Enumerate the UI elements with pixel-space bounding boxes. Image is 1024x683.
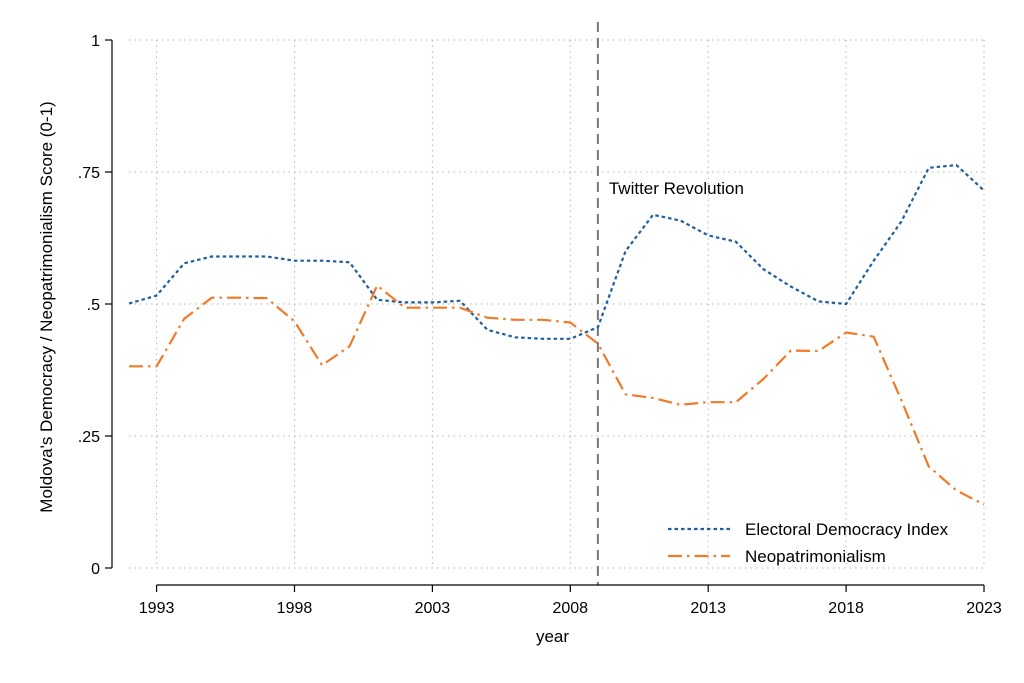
x-axis-ticks: 1993 1998 2003 2008 2013 2018 2023	[139, 585, 1002, 617]
legend-label-electoral-democracy-index: Electoral Democracy Index	[745, 520, 949, 539]
y-tick-label: 1	[91, 33, 100, 50]
series-line-electoral-democracy-index	[128, 164, 985, 340]
y-tick-label: .75	[78, 165, 100, 182]
y-tick-label: .5	[87, 297, 100, 314]
y-axis-title: Moldova's Democracy / Neopatrimonialism …	[37, 101, 56, 512]
series-lines	[128, 164, 985, 506]
x-tick-label: 2023	[966, 600, 1002, 617]
y-axis-ticks: 0 .25 .5 .75 1	[78, 33, 112, 578]
x-tick-label: 1998	[277, 600, 313, 617]
x-tick-label: 2013	[690, 600, 726, 617]
x-axis-title: year	[536, 627, 569, 646]
legend: Electoral Democracy Index Neopatrimonial…	[668, 520, 949, 566]
annotation-layer: Twitter Revolution	[596, 22, 744, 585]
twitter-revolution-label: Twitter Revolution	[609, 179, 744, 198]
x-tick-label: 2003	[415, 600, 451, 617]
x-tick-label: 2018	[828, 600, 864, 617]
axes	[111, 40, 984, 586]
y-tick-label: .25	[78, 429, 100, 446]
x-tick-label: 2008	[552, 600, 588, 617]
legend-label-neopatrimonialism: Neopatrimonialism	[745, 547, 886, 566]
gridlines	[129, 39, 985, 569]
y-tick-label: 0	[91, 561, 100, 578]
x-tick-label: 1993	[139, 600, 175, 617]
series-line-neopatrimonialism	[129, 284, 985, 506]
